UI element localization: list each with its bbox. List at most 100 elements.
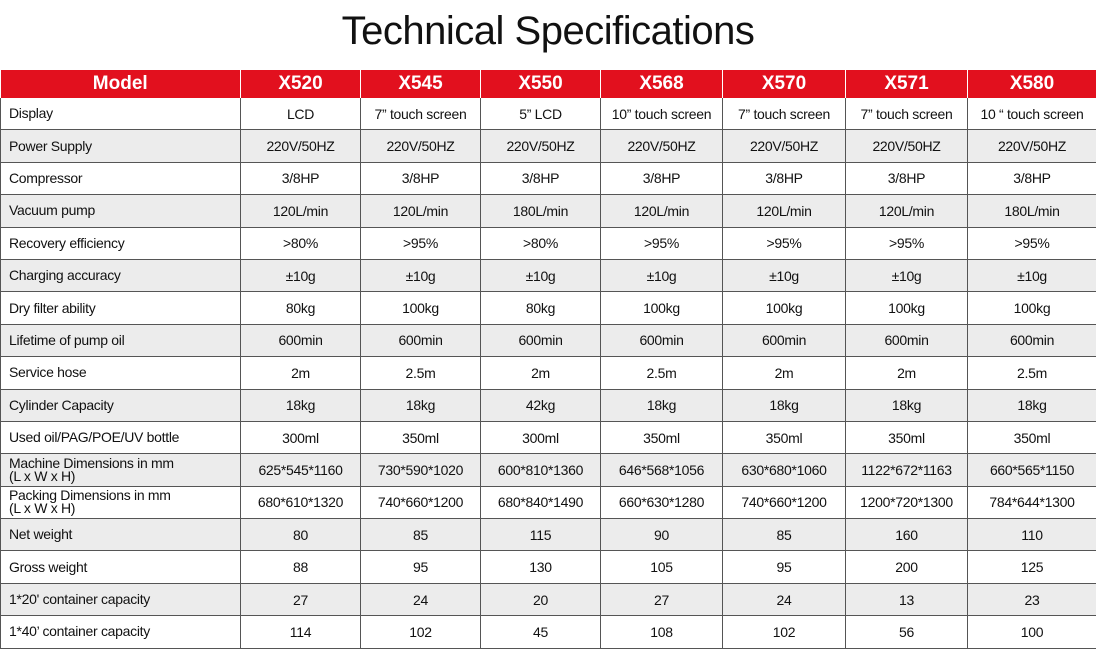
spec-value: 90	[600, 518, 723, 552]
spec-value: 3/8HP	[360, 162, 481, 196]
spec-value: 600min	[360, 324, 481, 358]
spec-row: Machine Dimensions in mm (L x W x H) 625*…	[0, 453, 1096, 487]
spec-value: ±10g	[722, 259, 846, 293]
spec-value: 300ml	[240, 421, 361, 455]
spec-row: Dry filter ability 80kg 100kg 80kg 100kg 100k…	[0, 291, 1096, 325]
spec-label: Net weight	[0, 518, 241, 552]
spec-value: ±10g	[845, 259, 968, 293]
spec-value: 18kg	[722, 389, 846, 422]
spec-value: 350ml	[967, 421, 1096, 455]
spec-value: 600min	[967, 324, 1096, 358]
spec-value: 80kg	[480, 291, 601, 325]
spec-value: 2.5m	[360, 356, 481, 390]
spec-value: LCD	[240, 98, 361, 131]
spec-value: 220V/50HZ	[360, 129, 481, 163]
spec-value: 24	[722, 583, 846, 617]
spec-value: >80%	[480, 227, 601, 260]
spec-value: 105	[600, 550, 723, 584]
spec-value: 88	[240, 550, 361, 584]
spec-label: Service hose	[0, 356, 241, 390]
spec-row: Power Supply 220V/50HZ 220V/50HZ 220V/50HZ 2…	[0, 129, 1096, 163]
spec-value: 3/8HP	[240, 162, 361, 196]
spec-row: Gross weight 88 95 130 105 95 200 125	[0, 550, 1096, 584]
spec-value: 10 “ touch screen	[967, 98, 1096, 131]
spec-value: 220V/50HZ	[845, 129, 968, 163]
spec-value: 10” touch screen	[600, 98, 723, 131]
spec-value: 120L/min	[845, 194, 968, 228]
spec-value: 7” touch screen	[845, 98, 968, 131]
spec-value: 100	[967, 615, 1096, 649]
spec-value: 13	[845, 583, 968, 617]
spec-label: Packing Dimensions in mm (L x W x H)	[0, 486, 241, 520]
spec-label: Machine Dimensions in mm (L x W x H)	[0, 453, 241, 487]
spec-value: 18kg	[967, 389, 1096, 422]
spec-value: 85	[360, 518, 481, 552]
page-title: Technical Specifications	[341, 9, 755, 53]
header-label: Model	[0, 70, 241, 98]
spec-value: 27	[240, 583, 361, 617]
spec-value: 3/8HP	[600, 162, 723, 196]
spec-value: 27	[600, 583, 723, 617]
spec-value: 220V/50HZ	[967, 129, 1096, 163]
spec-value: 220V/50HZ	[240, 129, 361, 163]
spec-value: 2m	[845, 356, 968, 390]
spec-value: 350ml	[722, 421, 846, 455]
spec-value: 100kg	[600, 291, 723, 325]
spec-value: >95%	[722, 227, 846, 260]
spec-value: 95	[722, 550, 846, 584]
spec-value: 5” LCD	[480, 98, 601, 131]
spec-value: 80	[240, 518, 361, 552]
spec-value: 2m	[240, 356, 361, 390]
spec-row: Lifetime of pump oil 600min 600min 600min 60…	[0, 324, 1096, 358]
spec-label: 1*40’ container capacity	[0, 615, 241, 649]
spec-value: 85	[722, 518, 846, 552]
spec-value: 80kg	[240, 291, 361, 325]
spec-value: 18kg	[360, 389, 481, 422]
spec-value: 95	[360, 550, 481, 584]
spec-value: 1200*720*1300	[845, 486, 968, 520]
spec-value: 784*644*1300	[967, 486, 1096, 520]
spec-value: 125	[967, 550, 1096, 584]
spec-value: 114	[240, 615, 361, 649]
spec-value: 600min	[845, 324, 968, 358]
spec-value: ±10g	[360, 259, 481, 293]
spec-value: 7” touch screen	[360, 98, 481, 131]
spec-value: >95%	[845, 227, 968, 260]
spec-value: 600min	[600, 324, 723, 358]
spec-row: 1*40’ container capacity 114 102 45 108 102 56…	[0, 615, 1096, 649]
spec-value: >95%	[600, 227, 723, 260]
spec-value: 1122*672*1163	[845, 453, 968, 487]
spec-value: 660*630*1280	[600, 486, 723, 520]
spec-label: Vacuum pump	[0, 194, 241, 228]
spec-value: 3/8HP	[845, 162, 968, 196]
spec-value: 3/8HP	[480, 162, 601, 196]
spec-value: 42kg	[480, 389, 601, 422]
spec-value: 220V/50HZ	[480, 129, 601, 163]
spec-value: 100kg	[722, 291, 846, 325]
spec-value: 2.5m	[600, 356, 723, 390]
spec-value: 120L/min	[240, 194, 361, 228]
model-header: X568	[600, 70, 723, 98]
spec-row: Recovery efficiency >80% >95% >80% >95% >95% >…	[0, 227, 1096, 260]
spec-row: Compressor 3/8HP 3/8HP 3/8HP 3/8HP 3/8HP 3/8HP…	[0, 162, 1096, 196]
spec-value: 600*810*1360	[480, 453, 601, 487]
model-header: X550	[480, 70, 601, 98]
spec-value: 200	[845, 550, 968, 584]
spec-value: >95%	[360, 227, 481, 260]
spec-value: >80%	[240, 227, 361, 260]
model-header: X571	[845, 70, 968, 98]
spec-value: 102	[360, 615, 481, 649]
spec-value: 600min	[480, 324, 601, 358]
spec-row: 1*20' container capacity 27 24 20 27 24 13 23	[0, 583, 1096, 617]
spec-value: 2.5m	[967, 356, 1096, 390]
spec-value: 646*568*1056	[600, 453, 723, 487]
spec-value: 3/8HP	[967, 162, 1096, 196]
spec-value: 102	[722, 615, 846, 649]
spec-value: 3/8HP	[722, 162, 846, 196]
spec-value: 180L/min	[480, 194, 601, 228]
spec-value: 350ml	[845, 421, 968, 455]
spec-value: ±10g	[480, 259, 601, 293]
spec-value: 740*660*1200	[360, 486, 481, 520]
spec-row: Used oil/PAG/POE/UV bottle 300ml 350ml 300m…	[0, 421, 1096, 455]
model-header: X580	[967, 70, 1096, 98]
